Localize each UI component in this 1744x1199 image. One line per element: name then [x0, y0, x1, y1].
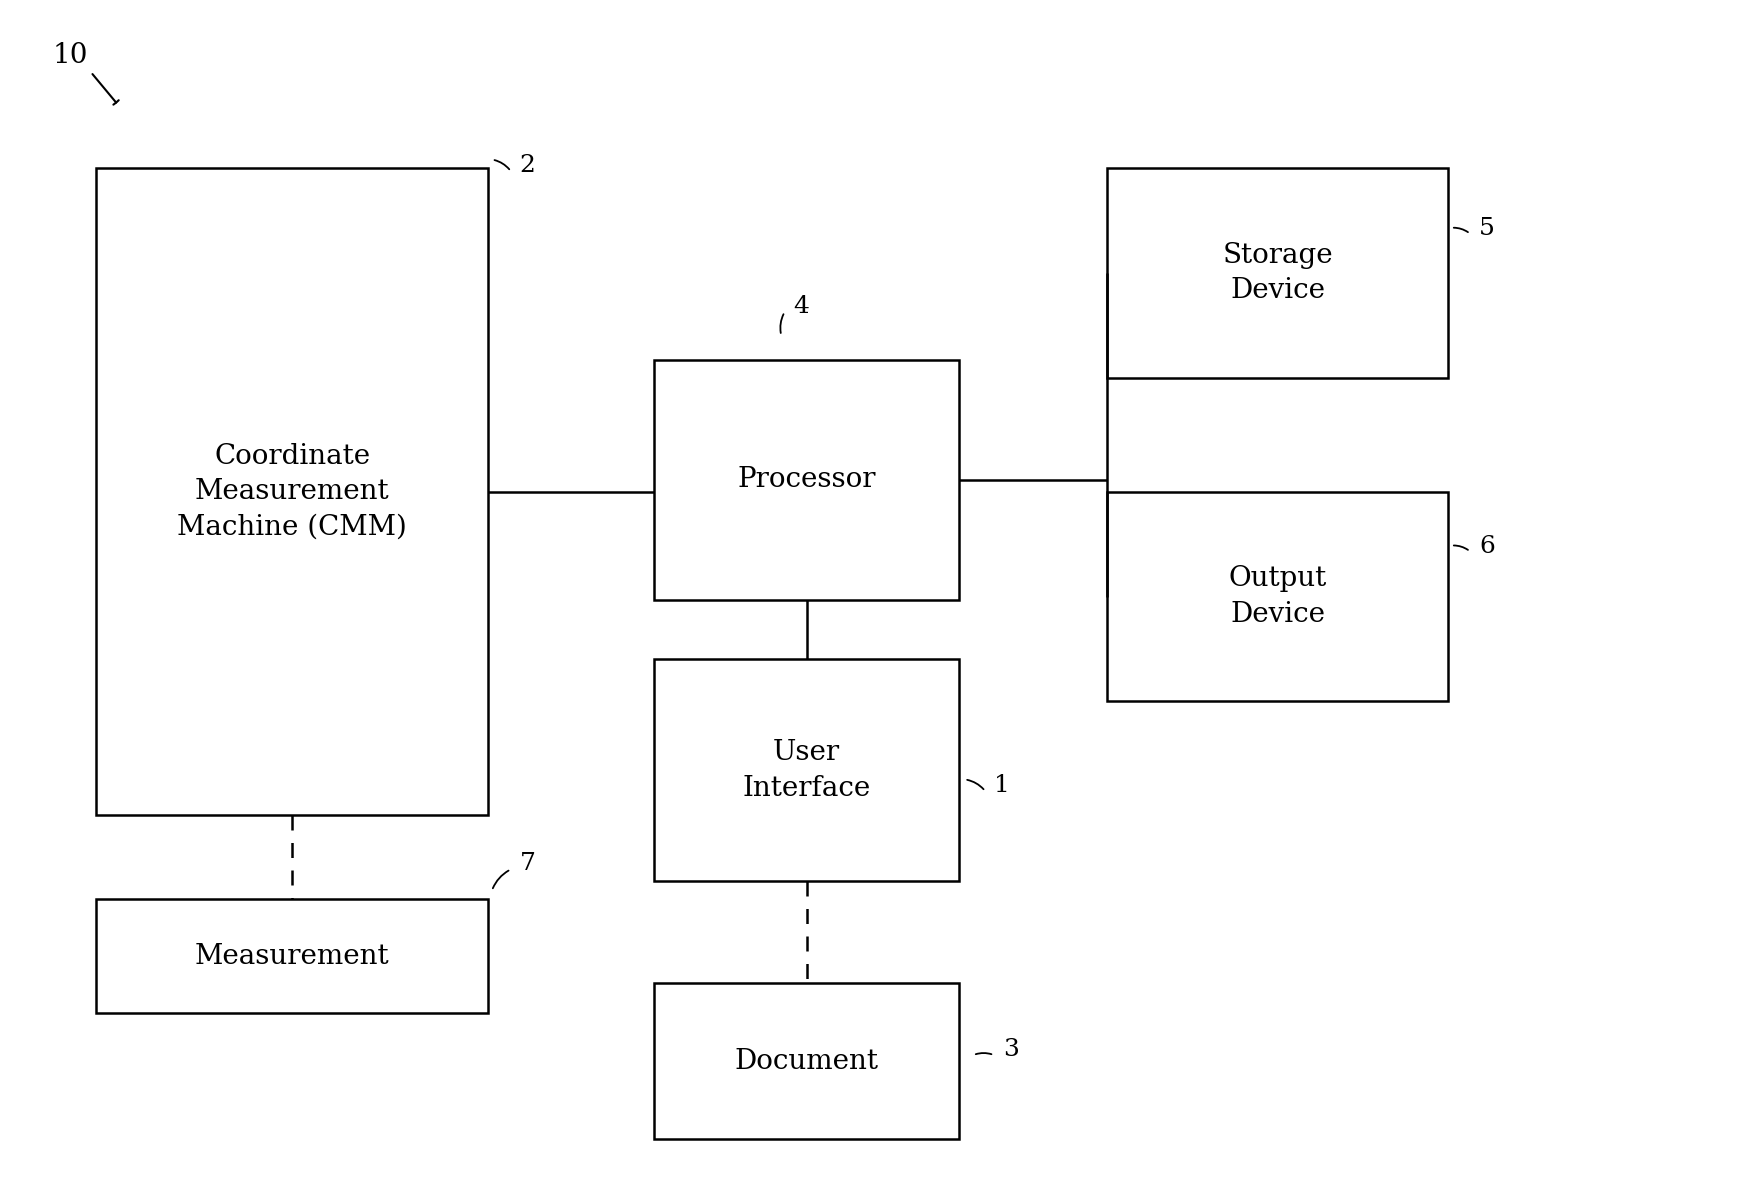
Text: 4: 4 [794, 295, 809, 318]
Text: 5: 5 [1479, 217, 1495, 240]
Text: 7: 7 [520, 852, 535, 875]
Text: 1: 1 [994, 775, 1010, 797]
Bar [654, 360, 959, 600]
Bar [1107, 492, 1448, 701]
Text: 3: 3 [1003, 1038, 1018, 1061]
Text: 10: 10 [52, 42, 87, 70]
Bar [1107, 168, 1448, 378]
Bar [96, 168, 488, 815]
Bar [654, 659, 959, 881]
Text: User
Interface: User Interface [743, 739, 870, 802]
Text: Document: Document [734, 1048, 879, 1074]
Text: Coordinate
Measurement
Machine (CMM): Coordinate Measurement Machine (CMM) [178, 442, 406, 541]
Text: Measurement: Measurement [195, 942, 389, 970]
Text: 6: 6 [1479, 535, 1495, 558]
Bar [96, 899, 488, 1013]
Text: Processor: Processor [738, 466, 875, 493]
Text: Output
Device: Output Device [1228, 565, 1327, 628]
Text: Storage
Device: Storage Device [1223, 241, 1332, 305]
Bar [654, 983, 959, 1139]
Text: 2: 2 [520, 155, 535, 177]
